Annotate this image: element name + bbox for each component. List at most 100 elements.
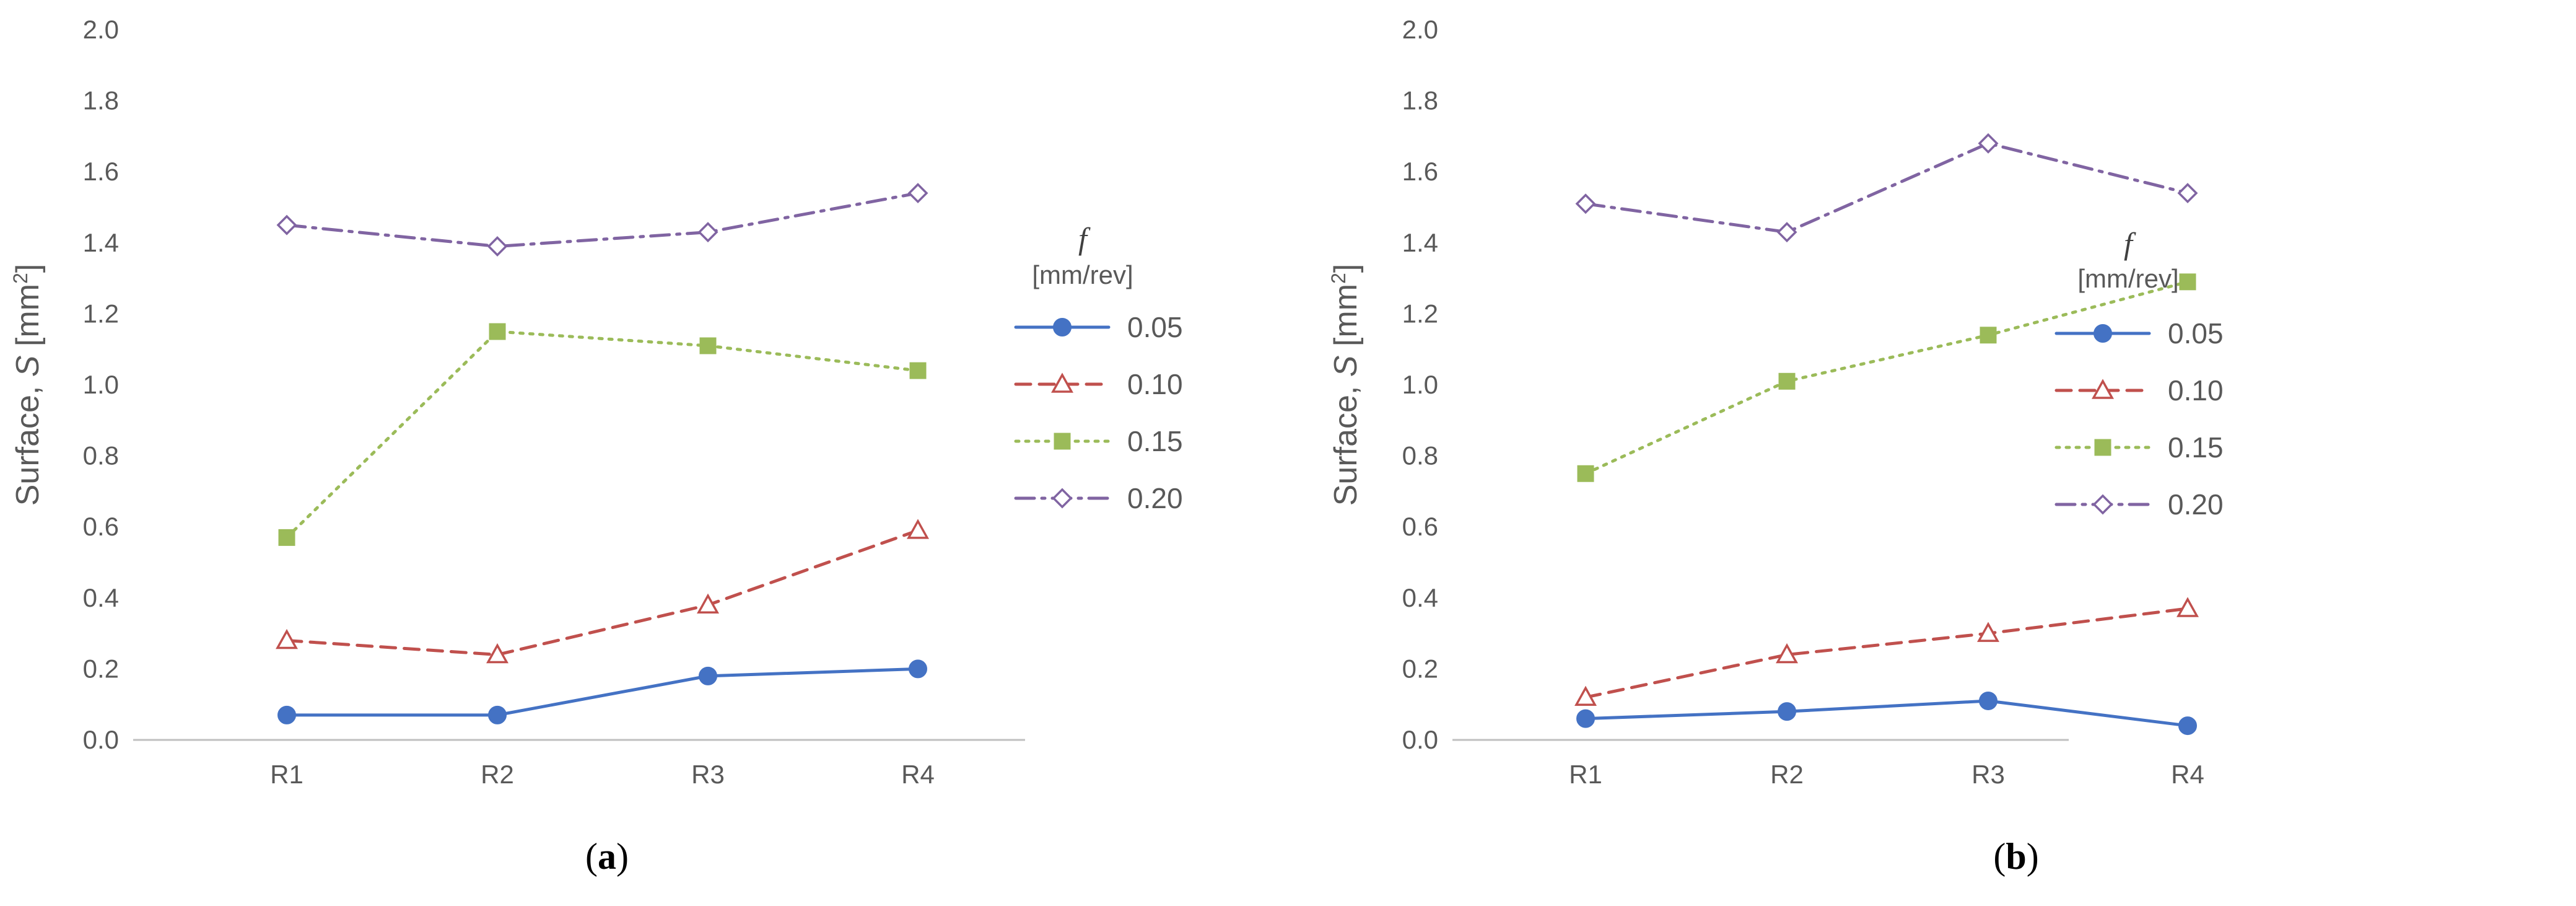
series-line (285, 191, 920, 248)
x-tick-label: R1 (1569, 760, 1602, 789)
x-tick-label: R3 (691, 760, 725, 789)
data-point (487, 236, 508, 257)
data-point (276, 628, 298, 649)
data-point (489, 323, 506, 340)
series-0.05 (1576, 691, 2197, 736)
legend-swatch-marker (1053, 318, 1072, 336)
panel-label: (b) (1993, 836, 2038, 877)
data-point (697, 593, 719, 614)
y-tick-label: 0.0 (83, 725, 119, 754)
data-point (1575, 193, 1596, 214)
y-tick-label: 1.6 (1402, 157, 1438, 186)
y-tick-label: 1.4 (83, 228, 119, 257)
data-point (1980, 327, 1997, 344)
series-0.05 (277, 659, 927, 724)
data-point (699, 666, 717, 685)
legend-item: 0.20 (1014, 482, 1183, 514)
y-tick-label: 0.6 (1402, 512, 1438, 541)
legend-swatch-marker (1052, 488, 1073, 509)
legend-swatch-marker (2094, 324, 2112, 343)
y-tick-label: 1.4 (1402, 228, 1438, 257)
legend-label: 0.10 (1127, 368, 1183, 400)
legend-swatch-marker (2092, 494, 2113, 515)
series-line (1584, 607, 2190, 699)
data-point (909, 659, 927, 679)
y-axis-title: Surface, S [mm2] (1327, 264, 1364, 506)
legend-label: 0.20 (1127, 482, 1183, 514)
y-tick-label: 1.2 (83, 299, 119, 328)
data-point (2177, 597, 2199, 617)
y-tick-label: 1.6 (83, 157, 119, 186)
y-tick-label: 1.8 (83, 86, 119, 115)
y-tick-label: 1.0 (83, 370, 119, 399)
data-point (1576, 709, 1595, 728)
data-point (1574, 685, 1597, 706)
series-0.10 (1574, 597, 2199, 706)
series-0.15 (278, 323, 927, 546)
y-axis-title-part: Surface, (10, 377, 46, 506)
legend-item: 0.15 (1014, 425, 1183, 457)
y-tick-label: 0.8 (1402, 441, 1438, 470)
series-line (1584, 141, 2190, 234)
series-0.20 (1575, 133, 2198, 243)
data-point (1979, 691, 1997, 710)
legend-unit: [mm/rev] (1032, 260, 1133, 289)
y-axis-title-part: ] (10, 264, 46, 273)
legend-swatch-marker (1054, 433, 1071, 450)
x-tick-label: R3 (1971, 760, 2005, 789)
legend: f [mm/rev] 0.05 0.10 0.15 0.20 (1014, 221, 1183, 514)
legend-swatch-marker (2092, 379, 2114, 399)
panel-label-paren: ( (1993, 836, 2006, 877)
y-tick-label: 2.0 (83, 15, 119, 44)
panel-label-paren: ) (616, 836, 629, 877)
data-point (488, 705, 507, 724)
data-point (907, 183, 928, 204)
data-point (1776, 222, 1797, 243)
legend-item: 0.05 (1014, 311, 1183, 343)
series-line (285, 667, 920, 717)
x-tick-label: R2 (1770, 760, 1804, 789)
x-tick-label: R4 (901, 760, 935, 789)
data-point (1776, 643, 1798, 664)
panel-label-letter: a (598, 836, 616, 877)
data-point (907, 519, 929, 539)
series-line (1584, 280, 2190, 475)
y-axis-title-part: 2 (1327, 273, 1350, 284)
data-point (1977, 622, 1999, 642)
panel-label: (a) (585, 836, 629, 877)
series-0.20 (276, 183, 928, 257)
y-tick-label: 1.8 (1402, 86, 1438, 115)
data-point (277, 705, 296, 724)
y-tick-label: 1.0 (1402, 370, 1438, 399)
y-axis-title: Surface, S [mm2] (9, 264, 46, 506)
legend-swatch-marker (2094, 439, 2111, 456)
y-axis-title-part: [mm (10, 284, 46, 356)
x-tick-label: R2 (481, 760, 514, 789)
data-point (1778, 702, 1796, 721)
y-axis-title-part: ] (1328, 264, 1364, 273)
y-tick-label: 0.0 (1402, 725, 1438, 754)
legend-label: 0.15 (1127, 425, 1183, 457)
legend-label: 0.10 (2168, 374, 2224, 407)
y-axis-title-part: S (1328, 355, 1364, 377)
data-point (909, 362, 927, 379)
series-line (285, 330, 920, 539)
data-point (2178, 716, 2197, 736)
data-point (2177, 183, 2198, 204)
legend-label: 0.05 (1127, 311, 1183, 343)
legend-item: 0.20 (2054, 488, 2224, 521)
y-axis-title-part: S (10, 355, 46, 377)
y-tick-label: 0.4 (83, 583, 119, 612)
y-axis-title-part: 2 (9, 273, 32, 284)
panel-label-paren: ) (2027, 836, 2039, 877)
legend-item: 0.10 (2054, 374, 2224, 407)
y-tick-label: 2.0 (1402, 15, 1438, 44)
y-tick-label: 0.2 (1402, 654, 1438, 683)
y-tick-label: 0.6 (83, 512, 119, 541)
data-point (1577, 465, 1594, 482)
legend-title: f (2124, 226, 2136, 261)
data-point (699, 337, 717, 354)
data-point (486, 643, 509, 664)
data-point (278, 529, 295, 546)
y-tick-label: 1.2 (1402, 299, 1438, 328)
